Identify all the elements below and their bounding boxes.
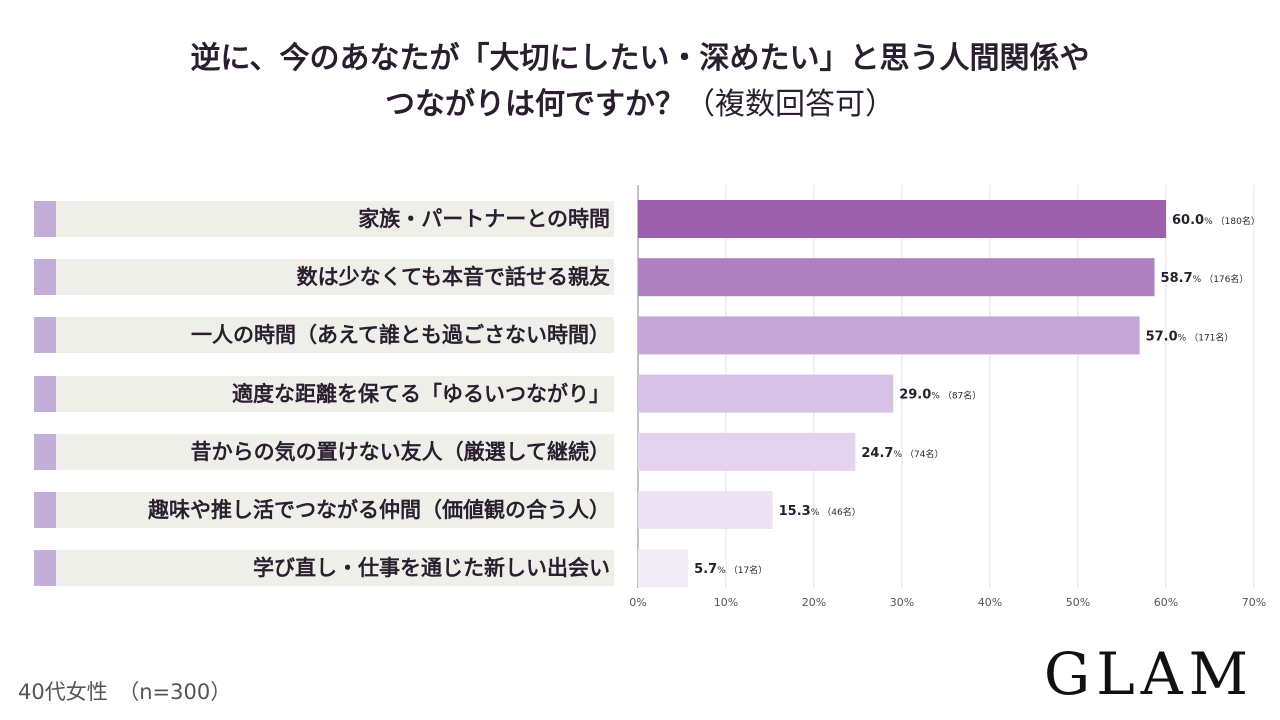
- data-label-count: （74名）: [905, 448, 943, 460]
- data-label-unit: %: [1178, 333, 1187, 343]
- data-label: 29.0% （87名）: [899, 388, 981, 403]
- title-line-2-main: つながりは何ですか？: [385, 87, 685, 122]
- category-band: [56, 375, 614, 412]
- x-tick-label: 0%: [629, 596, 646, 609]
- data-label: 5.7% （17名）: [694, 562, 767, 577]
- bar-chart: 0% 10% 20% 30% 40% 50% 60% 70%60.0% （180名）58.7% （…: [629, 185, 1266, 609]
- data-label: 60.0% （180名）: [1172, 213, 1260, 228]
- category-marker: [34, 201, 56, 237]
- category-marker: [34, 259, 56, 296]
- data-label-value: 24.7: [861, 446, 893, 461]
- bar: [638, 258, 1155, 297]
- data-label-count: （46名）: [822, 506, 860, 518]
- data-label-unit: %: [1193, 275, 1202, 285]
- data-label-value: 60.0: [1172, 213, 1204, 228]
- data-label-count: （171名）: [1189, 331, 1233, 343]
- data-label-count: （87名）: [943, 390, 981, 402]
- bar: [638, 491, 773, 529]
- data-label-value: 5.7: [694, 562, 717, 577]
- category-row: 昔からの気の置けない友人（厳選して継続）: [34, 433, 614, 470]
- x-tick-label: 50%: [1066, 596, 1090, 609]
- category-band: [56, 433, 614, 470]
- x-tick-label: 70%: [1242, 596, 1266, 609]
- category-marker: [34, 317, 56, 354]
- data-label-unit: %: [811, 508, 820, 518]
- category-marker: [34, 433, 56, 470]
- data-label-value: 58.7: [1161, 271, 1193, 286]
- data-label-unit: %: [893, 450, 902, 460]
- bar: [638, 432, 856, 471]
- data-label-value: 57.0: [1146, 329, 1178, 344]
- category-row: 学び直し・仕事を通じた新しい出会い: [34, 550, 614, 587]
- chart-title: 逆に、今のあなたが「大切にしたい・深めたい」と思う人間関係や つながりは何ですか…: [0, 36, 1280, 128]
- bar: [638, 316, 1140, 355]
- category-label: 趣味や推し活でつながる仲間（価値観の合う人）: [148, 498, 610, 522]
- category-label: 学び直し・仕事を通じた新しい出会い: [253, 556, 610, 581]
- data-label-count: （180名）: [1216, 215, 1260, 227]
- x-tick-label: 10%: [714, 596, 738, 609]
- data-label-value: 15.3: [779, 504, 811, 519]
- category-band: [56, 317, 614, 354]
- glam-logo: GLAM: [1043, 640, 1254, 708]
- category-band: [56, 492, 614, 528]
- category-label: 適度な距離を保てる「ゆるいつながり」: [232, 381, 610, 406]
- data-label: 57.0% （171名）: [1146, 329, 1234, 344]
- data-label-unit: %: [1204, 217, 1213, 227]
- x-tick-label: 30%: [890, 596, 914, 609]
- x-tick-label: 40%: [978, 596, 1002, 609]
- category-row: 適度な距離を保てる「ゆるいつながり」: [34, 375, 614, 412]
- category-label: 昔からの気の置けない友人（厳選して継続）: [190, 439, 610, 464]
- category-row: 趣味や推し活でつながる仲間（価値観の合う人）: [34, 492, 614, 528]
- category-label: 家族・パートナーとの時間: [358, 207, 610, 231]
- category-row: 家族・パートナーとの時間: [34, 201, 614, 237]
- category-marker: [34, 550, 56, 587]
- x-tick-label: 60%: [1154, 596, 1178, 609]
- data-label: 58.7% （176名）: [1161, 271, 1249, 286]
- category-band: [56, 550, 614, 587]
- category-marker: [34, 492, 56, 528]
- category-marker: [34, 375, 56, 412]
- bar: [638, 549, 689, 588]
- category-row: 一人の時間（あえて誰とも過ごさない時間）: [34, 317, 614, 354]
- category-band: [56, 201, 614, 237]
- title-line-1: 逆に、今のあなたが「大切にしたい・深めたい」と思う人間関係や: [190, 41, 1090, 76]
- data-label-unit: %: [717, 566, 726, 576]
- sample-size-note: 40代女性 （n=300）: [18, 680, 232, 704]
- data-label-count: （176名）: [1204, 273, 1248, 285]
- category-label: 数は少なくても本音で話せる親友: [296, 265, 610, 290]
- data-label: 15.3% （46名）: [779, 504, 861, 519]
- data-label-value: 29.0: [899, 388, 931, 403]
- category-band: [56, 259, 614, 296]
- x-tick-label: 20%: [802, 596, 826, 609]
- bar: [638, 374, 894, 413]
- title-line-2-sub: （複数回答可）: [685, 87, 895, 122]
- title-line-2: つながりは何ですか？（複数回答可）: [0, 82, 1280, 128]
- data-label-count: （17名）: [729, 564, 767, 576]
- data-label-unit: %: [931, 392, 940, 402]
- data-label: 24.7% （74名）: [861, 446, 943, 461]
- category-row: 数は少なくても本音で話せる親友: [34, 259, 614, 296]
- bar: [638, 200, 1166, 238]
- category-label: 一人の時間（あえて誰とも過ごさない時間）: [191, 323, 610, 348]
